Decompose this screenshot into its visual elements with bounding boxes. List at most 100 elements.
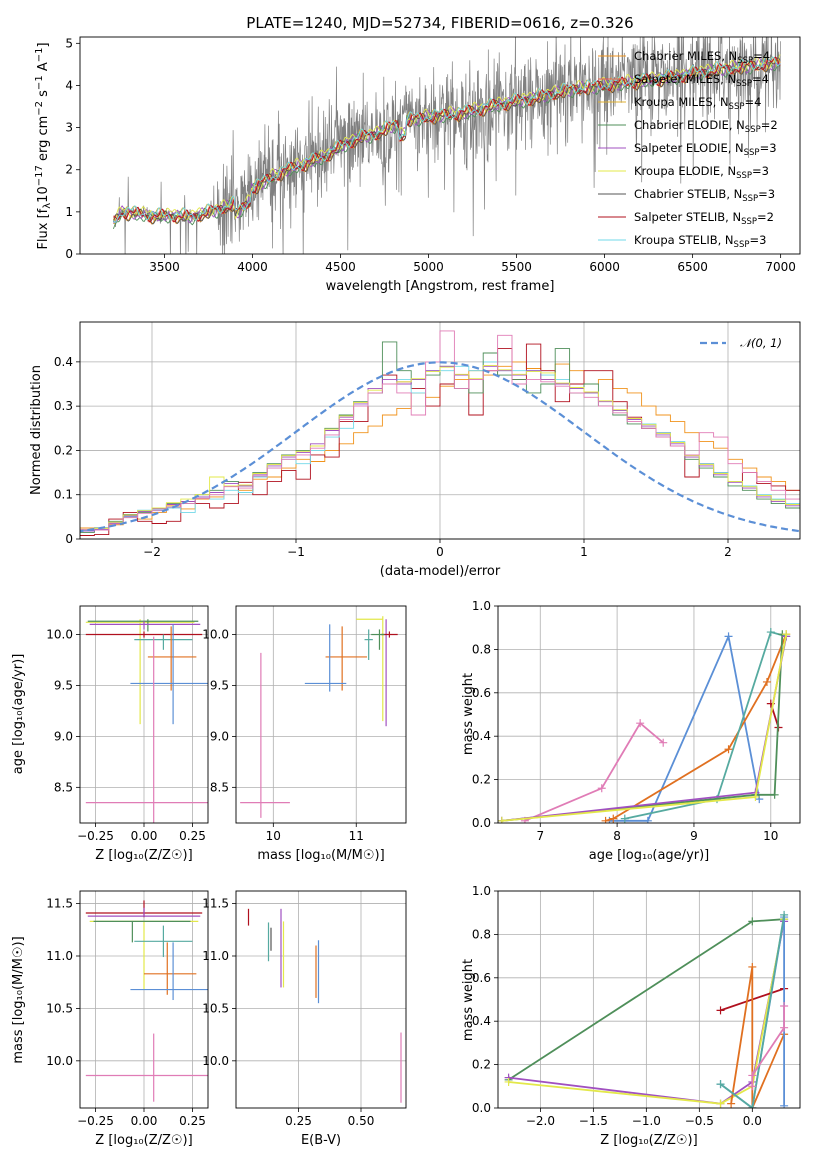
x-tick-label: −0.5 [685, 1114, 714, 1128]
mass-vs-Z-axes: −0.25 0.00 0.25 10.0 10.5 11.0 11.5 Z [log₁₀(Z/… [11, 890, 209, 1148]
plus-marker [716, 1099, 725, 1108]
y-tick-label: 11.0 [202, 949, 229, 963]
plus-marker [762, 677, 771, 686]
y-tick-label: 0.8 [472, 642, 491, 656]
y-tick-label: 10.5 [202, 1001, 229, 1015]
x-tick-label: −0.25 [77, 829, 114, 843]
x-axis-label: age [log₁₀(age/yr)] [589, 848, 710, 863]
y-tick-label: 10.0 [202, 628, 229, 642]
y-tick-label: 0.1 [54, 488, 73, 502]
y-tick-label: 9.0 [54, 729, 73, 743]
x-tick-label: 4000 [237, 260, 268, 274]
plus-marker [748, 1082, 757, 1091]
y-tick-label: 1 [65, 205, 73, 219]
x-tick-label: 7000 [765, 260, 796, 274]
figure-title: PLATE=1240, MJD=52734, FIBERID=0616, z=0… [246, 14, 633, 32]
y-tick-label: 0.2 [472, 1058, 491, 1072]
legend-entry: Kroupa STELIB, NSSP=3 [634, 233, 766, 250]
y-tick-label: 0.8 [472, 927, 491, 941]
y-tick-label: 0.6 [472, 971, 491, 985]
errorbar-point [85, 636, 208, 823]
y-axis-label: Normed distribution [29, 365, 44, 495]
weight-series [719, 914, 785, 1108]
y-tick-label: 0.6 [472, 686, 491, 700]
x-axis-label: mass [log₁₀(M/M☉)] [257, 848, 384, 863]
plus-marker [724, 745, 733, 754]
residuals-axes-plot [80, 330, 800, 536]
mass-vs-EBV-axes-plot [247, 908, 402, 1103]
weight-vs-age-axes-plot [498, 628, 791, 823]
x-tick-label: 7 [536, 829, 544, 843]
plus-marker [620, 814, 629, 823]
errorbar-point [364, 629, 373, 660]
x-tick-label: 5500 [501, 260, 532, 274]
x-tick-label: −2 [143, 545, 161, 559]
x-tick-label: 0.25 [179, 1114, 206, 1128]
plus-marker [748, 1071, 757, 1080]
weight-series [501, 634, 784, 822]
plus-marker [782, 630, 791, 639]
errorbar-point [240, 652, 290, 818]
y-tick-label: 0.0 [472, 816, 491, 830]
y-tick-label: 2 [65, 163, 73, 177]
x-tick-label: −2.0 [526, 1114, 555, 1128]
plus-marker [751, 792, 760, 801]
weight-vs-age-axes: 7 8 9 10 0.0 0.2 0.4 0.6 0.8 1.0 age [log₁₀(age/yr… [461, 599, 801, 863]
plus-marker [748, 962, 757, 971]
x-tick-label: 8 [613, 829, 621, 843]
x-tick-label: −1.5 [579, 1114, 608, 1128]
x-tick-label: 6000 [589, 260, 620, 274]
weight-vs-Z-axes-ticks: −2.0 −1.5 −1.0 −0.5 0.0 0.0 0.2 0.4 0.6 0.8 1.0 [472, 884, 762, 1128]
plus-marker [727, 1099, 736, 1108]
errorbar-point [130, 624, 208, 725]
errorbar-point [356, 616, 384, 722]
plus-marker [609, 814, 618, 823]
y-tick-label: 9.5 [54, 678, 73, 692]
y-tick-label: 0 [65, 247, 73, 261]
plus-marker [601, 816, 610, 823]
residuals-axes-frame [79, 321, 801, 540]
y-tick-label: 9.0 [210, 729, 229, 743]
x-tick-label: 0.25 [285, 1114, 312, 1128]
histogram-series [80, 361, 800, 531]
plus-marker [724, 632, 733, 641]
mass-vs-Z-axes-plot [85, 900, 208, 1102]
y-tick-label: 0.4 [54, 355, 73, 369]
plus-marker [780, 910, 789, 919]
x-tick-label: 4500 [325, 260, 356, 274]
x-tick-label: −1 [287, 545, 305, 559]
model-spectrum [112, 59, 781, 230]
mass-vs-Z-axes-frame [79, 890, 209, 1109]
weight-vs-Z-axes: −2.0 −1.5 −1.0 −0.5 0.0 0.0 0.2 0.4 0.6 0.8 1.0 Z [… [461, 884, 801, 1148]
weight-vs-Z-axes-plot [504, 910, 789, 1108]
residuals-axes-ticks: −2 −1 0 1 2 0 0.1 0.2 0.3 0.4 [54, 355, 732, 559]
x-tick-label: 6500 [677, 260, 708, 274]
x-tick-label: 5000 [413, 260, 444, 274]
plus-marker [780, 1002, 789, 1011]
plus-marker [766, 628, 775, 637]
y-tick-label: 10.0 [46, 1054, 73, 1068]
weight-vs-Z-axes-frame [497, 890, 801, 1109]
errorbar-point [85, 619, 195, 725]
mass-vs-Z-axes-ticks: −0.25 0.00 0.25 10.0 10.5 11.0 11.5 [46, 897, 206, 1128]
residuals-axes: −2 −1 0 1 2 0 0.1 0.2 0.3 0.4 (data-model)/error No… [29, 321, 801, 579]
plus-marker [498, 816, 506, 823]
y-tick-label: 0.0 [472, 1101, 491, 1115]
legend-entry: Salpeter ELODIE, NSSP=3 [634, 141, 777, 158]
x-tick-label: −1.0 [632, 1114, 661, 1128]
mass-vs-EBV-axes: 0.25 0.50 10.0 10.5 11.0 11.5 E(B-V) [202, 890, 407, 1148]
spectrum-legend: Chabrier MILES, NSSP=4 Salpeter MILES, NS… [598, 49, 778, 250]
x-axis-label: Z [log₁₀(Z/Z☉)] [95, 1133, 192, 1148]
normal-curve [80, 361, 800, 533]
y-axis-label: mass [log₁₀(M/M☉)] [11, 936, 26, 1063]
legend-entry: Salpeter STELIB, NSSP=2 [634, 210, 774, 227]
mass-vs-EBV-axes-grid [236, 891, 406, 1108]
y-axis-label: mass weight [461, 673, 476, 755]
weight-series [751, 1006, 785, 1087]
y-tick-label: 0.4 [472, 1014, 491, 1028]
x-tick-label: 0 [436, 545, 444, 559]
x-tick-label: 2 [724, 545, 732, 559]
errorbar-point [85, 631, 203, 638]
errorbar-point [85, 1033, 208, 1102]
weight-vs-age-axes-frame [497, 605, 801, 824]
